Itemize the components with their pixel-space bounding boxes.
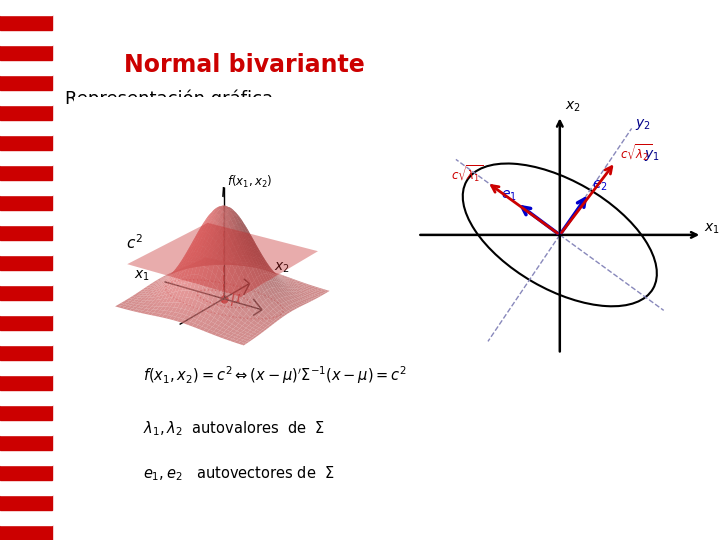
Text: $f(x_1,x_2)=c^2 \Leftrightarrow (x-\mu)^{\prime}\Sigma^{-1}(x-\mu)=c^2$: $f(x_1,x_2)=c^2 \Leftrightarrow (x-\mu)^… [143, 364, 408, 386]
Bar [0, 30, 52, 45]
Bar [0, 525, 52, 540]
Bar [0, 270, 52, 285]
Bar [0, 165, 52, 180]
Bar [0, 225, 52, 240]
Text: Representación gráfica: Representación gráfica [66, 89, 274, 108]
Bar [0, 135, 52, 150]
Bar [0, 480, 52, 495]
Bar [0, 405, 52, 420]
Bar [0, 180, 52, 195]
Text: $e_1$: $e_1$ [501, 188, 517, 202]
Bar [0, 315, 52, 330]
Bar [0, 75, 52, 90]
Bar [0, 435, 52, 450]
Text: $e_2$: $e_2$ [592, 179, 608, 193]
Bar [0, 0, 52, 15]
Bar [0, 285, 52, 300]
Bar [0, 495, 52, 510]
Text: $c\sqrt{\lambda_2}$: $c\sqrt{\lambda_2}$ [619, 143, 652, 164]
Bar [0, 375, 52, 390]
Text: NORMAL MULTIVARIANTE  9: NORMAL MULTIVARIANTE 9 [461, 506, 644, 519]
Bar [0, 240, 52, 255]
Text: $y_2$: $y_2$ [635, 117, 651, 132]
Bar [0, 390, 52, 405]
Text: $x_1$: $x_1$ [704, 221, 720, 236]
Bar [0, 420, 52, 435]
Bar [0, 255, 52, 270]
Bar [0, 45, 52, 60]
Text: $y_1$: $y_1$ [644, 148, 660, 164]
Bar [0, 465, 52, 480]
Text: $x_2$: $x_2$ [564, 100, 580, 114]
Text: Normal bivariante: Normal bivariante [124, 53, 364, 77]
Text: $c\sqrt{\lambda_1}$: $c\sqrt{\lambda_1}$ [451, 163, 483, 184]
Text: $e_1, e_2$   autovectores de  $\Sigma$: $e_1, e_2$ autovectores de $\Sigma$ [143, 464, 335, 483]
Bar [0, 195, 52, 210]
Bar [0, 150, 52, 165]
Bar [0, 450, 52, 465]
Bar [0, 510, 52, 525]
Bar [0, 120, 52, 135]
Bar [0, 330, 52, 345]
Bar [0, 15, 52, 30]
Bar [0, 345, 52, 360]
Bar [0, 60, 52, 75]
Bar [0, 300, 52, 315]
Text: $\lambda_1, \lambda_2$  autovalores  de  $\Sigma$: $\lambda_1, \lambda_2$ autovalores de $\… [143, 420, 325, 438]
Bar [0, 90, 52, 105]
Bar [0, 105, 52, 120]
Bar [0, 210, 52, 225]
Bar [0, 360, 52, 375]
